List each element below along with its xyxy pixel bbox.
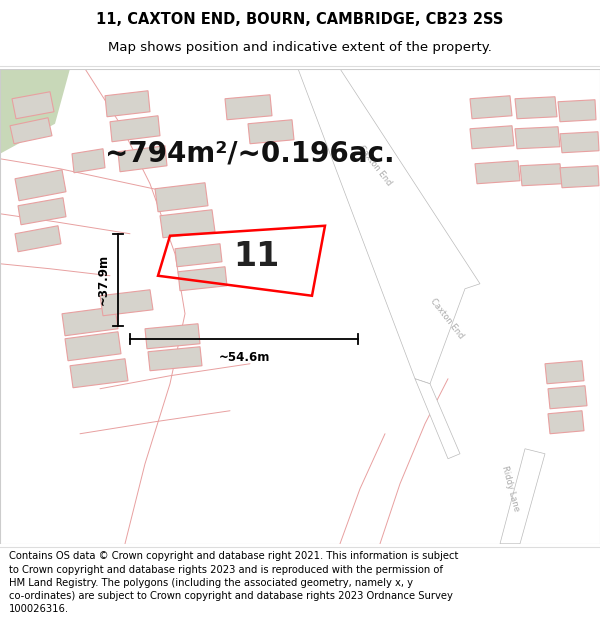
Polygon shape [545,361,584,384]
Text: Contains OS data © Crown copyright and database right 2021. This information is : Contains OS data © Crown copyright and d… [9,551,458,614]
Polygon shape [160,210,215,238]
Text: 11: 11 [233,240,280,272]
Polygon shape [470,126,514,149]
Polygon shape [515,97,557,119]
Polygon shape [558,100,596,122]
Polygon shape [18,198,66,225]
Polygon shape [520,164,562,186]
Polygon shape [100,290,153,316]
Text: Caxton End: Caxton End [428,297,466,341]
Polygon shape [105,91,150,117]
Polygon shape [298,69,480,384]
Polygon shape [515,127,560,149]
Polygon shape [148,347,202,371]
Text: Caxton End: Caxton End [356,144,394,188]
Polygon shape [15,170,66,201]
Polygon shape [475,161,520,184]
Polygon shape [248,120,294,144]
Polygon shape [175,244,222,267]
Polygon shape [548,411,584,434]
Polygon shape [560,132,599,152]
Polygon shape [15,226,61,252]
Text: Map shows position and indicative extent of the property.: Map shows position and indicative extent… [108,41,492,54]
Polygon shape [500,449,545,544]
Text: ~54.6m: ~54.6m [218,351,269,364]
Text: 11, CAXTON END, BOURN, CAMBRIDGE, CB23 2SS: 11, CAXTON END, BOURN, CAMBRIDGE, CB23 2… [97,12,503,27]
Polygon shape [110,116,160,142]
Polygon shape [225,95,272,120]
Polygon shape [65,332,121,361]
Polygon shape [470,96,512,119]
Polygon shape [12,92,54,119]
Polygon shape [560,166,599,188]
Polygon shape [118,146,167,172]
Polygon shape [155,182,208,212]
Polygon shape [72,149,105,173]
Polygon shape [548,386,587,409]
Polygon shape [70,359,128,388]
Polygon shape [178,267,227,291]
Text: ~37.9m: ~37.9m [97,254,110,306]
Polygon shape [10,118,52,144]
Text: Riddy Lane: Riddy Lane [500,465,520,512]
Polygon shape [0,69,70,154]
Polygon shape [145,324,200,349]
Text: ~794m²/~0.196ac.: ~794m²/~0.196ac. [105,140,395,168]
Polygon shape [415,379,460,459]
Polygon shape [62,307,118,336]
